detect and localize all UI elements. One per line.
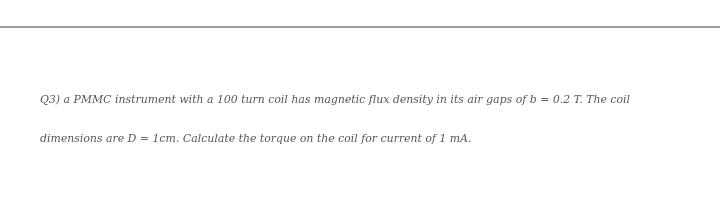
Text: dimensions are D = 1cm. Calculate the torque on the coil for current of 1 mA.: dimensions are D = 1cm. Calculate the to… xyxy=(40,134,471,144)
Text: Q3) a PMMC instrument with a 100 turn coil has magnetic flux density in its air : Q3) a PMMC instrument with a 100 turn co… xyxy=(40,94,629,105)
